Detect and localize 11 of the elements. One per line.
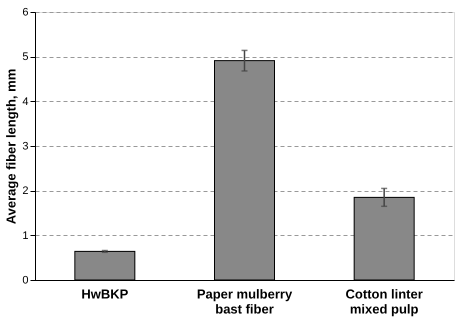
x-tick-label: Cotton linter mixed pulp — [346, 286, 423, 316]
x-tick-label: Paper mulberry bast fiber — [196, 286, 293, 316]
y-tick-label: 6 — [22, 6, 28, 18]
y-tick-label: 1 — [22, 230, 28, 242]
y-tick-label: 0 — [22, 274, 28, 286]
y-tick-label: 3 — [22, 140, 28, 152]
x-tick-label: HwBKP — [81, 286, 129, 302]
y-tick-label: 2 — [22, 185, 28, 198]
y-tick-label: 4 — [22, 96, 28, 108]
y-tick-label: 5 — [22, 51, 28, 64]
y-axis-title: Average fiber length, mm — [3, 68, 18, 224]
